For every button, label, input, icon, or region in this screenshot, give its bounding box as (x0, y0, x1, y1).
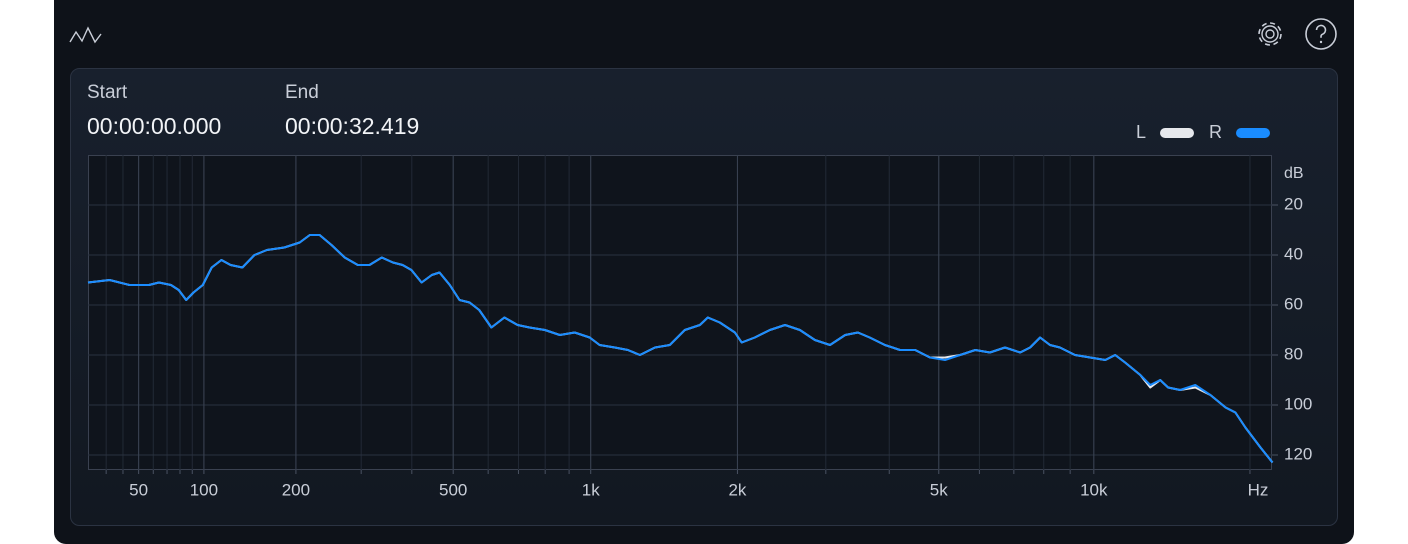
legend-label: R (1209, 122, 1222, 142)
x-tick-label: 1k (582, 480, 600, 499)
help-dot (1319, 40, 1323, 44)
y-unit: dB (1284, 165, 1304, 182)
y-tick-label: 100 (1284, 394, 1312, 413)
x-unit: Hz (1248, 480, 1269, 499)
gear-body (1261, 25, 1279, 43)
y-tick-label: 40 (1284, 244, 1303, 263)
x-tick-label: 100 (190, 480, 218, 499)
x-tick-label: 5k (930, 480, 948, 499)
x-tick-label: 200 (282, 480, 310, 499)
plot-area (88, 155, 1272, 470)
legend-swatch (1160, 128, 1194, 138)
help-mark (1315, 24, 1327, 38)
legend-label: L (1136, 122, 1146, 142)
start-time: 00:00:00.000 (87, 113, 221, 139)
y-tick-label: 80 (1284, 344, 1303, 363)
spectrum-icon (69, 26, 102, 44)
start-label: Start (87, 82, 128, 103)
y-tick-label: 120 (1284, 444, 1312, 463)
help-circle (1305, 18, 1337, 50)
end-time: 00:00:32.419 (285, 113, 419, 139)
help-button[interactable] (1305, 18, 1337, 50)
legend-swatch (1236, 128, 1270, 138)
x-tick-label: 2k (728, 480, 746, 499)
x-tick-label: 50 (129, 480, 148, 499)
gear-teeth (1258, 22, 1282, 46)
y-tick-label: 20 (1284, 194, 1303, 213)
end-label: End (285, 82, 319, 103)
gear-hole (1265, 29, 1275, 39)
x-tick-label: 500 (439, 480, 467, 499)
x-tick-label: 10k (1080, 480, 1108, 499)
spectrum-line (87, 234, 1274, 464)
settings-button[interactable] (1258, 22, 1282, 46)
y-tick-label: 60 (1284, 294, 1303, 313)
